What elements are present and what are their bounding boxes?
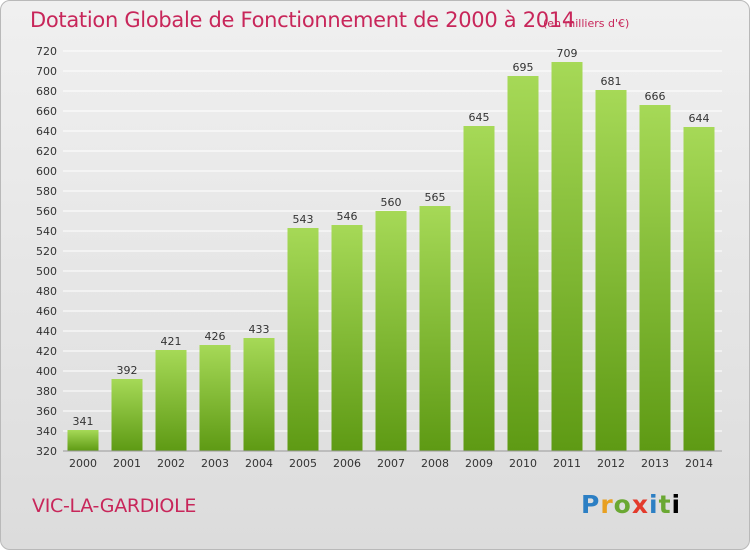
proxiti-logo: Proxiti [581, 490, 681, 519]
x-tick-label: 2014 [685, 457, 713, 470]
y-tick-label: 580 [36, 185, 57, 198]
y-tick-label: 660 [36, 105, 57, 118]
y-tick-label: 620 [36, 145, 57, 158]
x-tick-label: 2009 [465, 457, 493, 470]
data-label: 546 [337, 210, 358, 223]
x-tick-label: 2001 [113, 457, 141, 470]
data-label: 421 [161, 335, 182, 348]
y-tick-label: 460 [36, 305, 57, 318]
bar [155, 350, 187, 451]
data-label: 341 [73, 415, 94, 428]
chart-unit: (en milliers d'€) [543, 17, 630, 30]
bar [243, 338, 275, 451]
data-label: 666 [645, 90, 666, 103]
x-tick-label: 2004 [245, 457, 273, 470]
data-label: 565 [425, 191, 446, 204]
bar [551, 62, 583, 451]
x-tick-label: 2006 [333, 457, 361, 470]
y-tick-label: 480 [36, 285, 57, 298]
data-label: 695 [513, 61, 534, 74]
commune-name: VIC-LA-GARDIOLE [32, 495, 197, 517]
bar [375, 211, 407, 451]
logo-letter: r [600, 490, 614, 519]
x-tick-label: 2003 [201, 457, 229, 470]
y-tick-label: 420 [36, 345, 57, 358]
bar [463, 126, 495, 451]
bar [683, 127, 715, 451]
data-label: 426 [205, 330, 226, 343]
bar [67, 430, 99, 451]
y-tick-label: 540 [36, 225, 57, 238]
y-tick-label: 600 [36, 165, 57, 178]
y-tick-label: 700 [36, 65, 57, 78]
y-tick-label: 520 [36, 245, 57, 258]
data-label: 543 [293, 213, 314, 226]
bars [67, 62, 715, 451]
x-tick-label: 2005 [289, 457, 317, 470]
y-tick-label: 560 [36, 205, 57, 218]
bar [331, 225, 363, 451]
bar [595, 90, 627, 451]
y-tick-label: 500 [36, 265, 57, 278]
data-label: 709 [557, 47, 578, 60]
chart-title: Dotation Globale de Fonctionnement de 20… [30, 8, 575, 32]
x-tick-label: 2000 [69, 457, 97, 470]
y-tick-label: 380 [36, 385, 57, 398]
data-label: 645 [469, 111, 490, 124]
data-labels: 341 392 421 426 433 543 546 560 565 645 695 709 681 6… [73, 47, 710, 428]
data-label: 644 [689, 112, 710, 125]
logo-letter: x [631, 490, 649, 519]
y-tick-label: 360 [36, 405, 57, 418]
bar [199, 345, 231, 451]
x-tick-label: 2010 [509, 457, 537, 470]
x-tick-label: 2011 [553, 457, 581, 470]
y-tick-label: 320 [36, 445, 57, 458]
y-tick-label: 340 [36, 425, 57, 438]
data-label: 392 [117, 364, 138, 377]
logo-letter: i [671, 490, 682, 519]
y-tick-label: 720 [36, 45, 57, 58]
y-tick-label: 400 [36, 365, 57, 378]
bar [419, 206, 451, 451]
bar [287, 228, 319, 451]
logo-letter: P [581, 490, 601, 519]
x-tick-label: 2012 [597, 457, 625, 470]
x-tick-label: 2008 [421, 457, 449, 470]
bar [507, 76, 539, 451]
y-tick-label: 680 [36, 85, 57, 98]
logo-letter: t [658, 490, 672, 519]
x-tick-label: 2007 [377, 457, 405, 470]
data-label: 681 [601, 75, 622, 88]
data-label: 560 [381, 196, 402, 209]
x-tick-label: 2013 [641, 457, 669, 470]
logo-letter: o [613, 490, 632, 519]
x-tick-labels: 2000 2001 2002 2003 2004 2005 2006 2007 2008 2009… [69, 457, 713, 470]
y-tick-label: 440 [36, 325, 57, 338]
y-tick-labels: 320 340 360 380 400 420 440 460 480 500 520 540 560 5… [36, 45, 57, 458]
bar [111, 379, 143, 451]
y-tick-label: 640 [36, 125, 57, 138]
data-label: 433 [249, 323, 270, 336]
logo-letter: i [649, 490, 659, 519]
x-tick-label: 2002 [157, 457, 185, 470]
bar [639, 105, 671, 451]
